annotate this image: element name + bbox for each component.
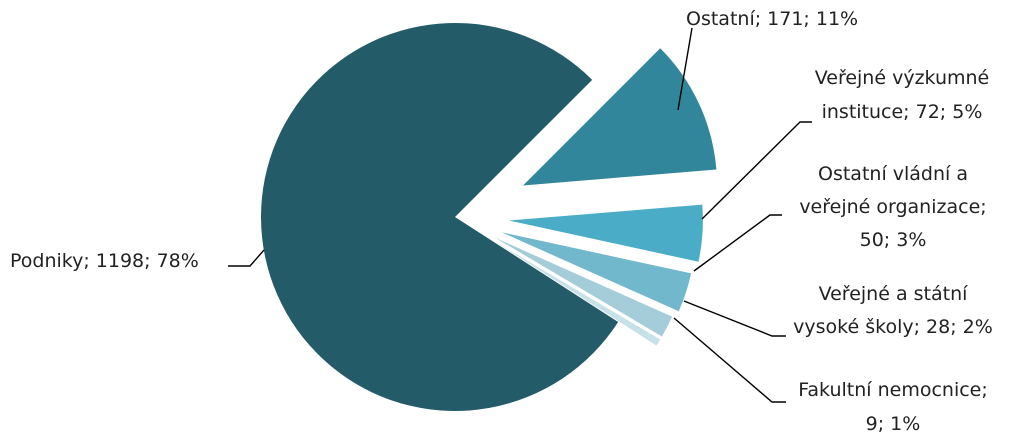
pie-slice-fakultni-nemocnice [493, 240, 661, 346]
data-label-line: 50; 3% [860, 229, 927, 251]
leader-line-ostatni [677, 27, 693, 111]
pie-slice-verejne-vyzkumne-instituce [508, 204, 703, 262]
leader-lines [228, 27, 812, 403]
leader-line-ostatni-vladni-a-verejne-organizace [693, 214, 782, 272]
leader-line-podniky [228, 249, 265, 267]
pie-slice-podniky [261, 22, 619, 411]
data-label-line: Ostatní; 171; 11% [686, 8, 858, 30]
leader-line-verejne-a-statni-vysoke-skoly [683, 300, 786, 337]
data-label-line: Fakultní nemocnice; [798, 379, 988, 401]
data-label-verejne-a-statni-vysoke-skoly: Veřejné a státní vysoké školy; 28; 2% [793, 283, 993, 338]
leader-line-fakultni-nemocnice [673, 317, 786, 403]
data-label-line: Ostatní vládní a [818, 163, 968, 185]
data-label-line: 9; 1% [866, 413, 921, 435]
data-label-ostatni-vladni-a-verejne-organizace: Ostatní vládní a veřejné organizace; 50; 3… [799, 163, 986, 251]
leader-line-verejne-vyzkumne-instituce [701, 121, 812, 220]
data-label-line: Podniky; 1198; 78% [10, 250, 199, 272]
pie-slice-ostatni [523, 48, 717, 186]
data-label-line: Veřejné a státní [819, 283, 969, 305]
data-label-line: Veřejné výzkumné [815, 67, 990, 89]
data-label-line: instituce; 72; 5% [822, 101, 983, 123]
pie-slice-ostatni-vladni-a-verejne-organizace [501, 232, 692, 312]
pie-slices [261, 22, 717, 411]
data-label-line: veřejné organizace; [799, 196, 986, 218]
data-label-ostatni: Ostatní; 171; 11% [686, 8, 858, 30]
data-label-podniky: Podniky; 1198; 78% [10, 250, 199, 272]
data-label-verejne-vyzkumne-instituce: Veřejné výzkumné instituce; 72; 5% [815, 67, 990, 123]
data-label-fakultni-nemocnice: Fakultní nemocnice; 9; 1% [798, 379, 988, 435]
data-labels: Ostatní; 171; 11% Veřejné výzkumné institu… [10, 8, 993, 435]
data-label-line: vysoké školy; 28; 2% [793, 316, 993, 338]
pie-slice-verejne-a-statni-vysoke-skoly [494, 237, 673, 337]
